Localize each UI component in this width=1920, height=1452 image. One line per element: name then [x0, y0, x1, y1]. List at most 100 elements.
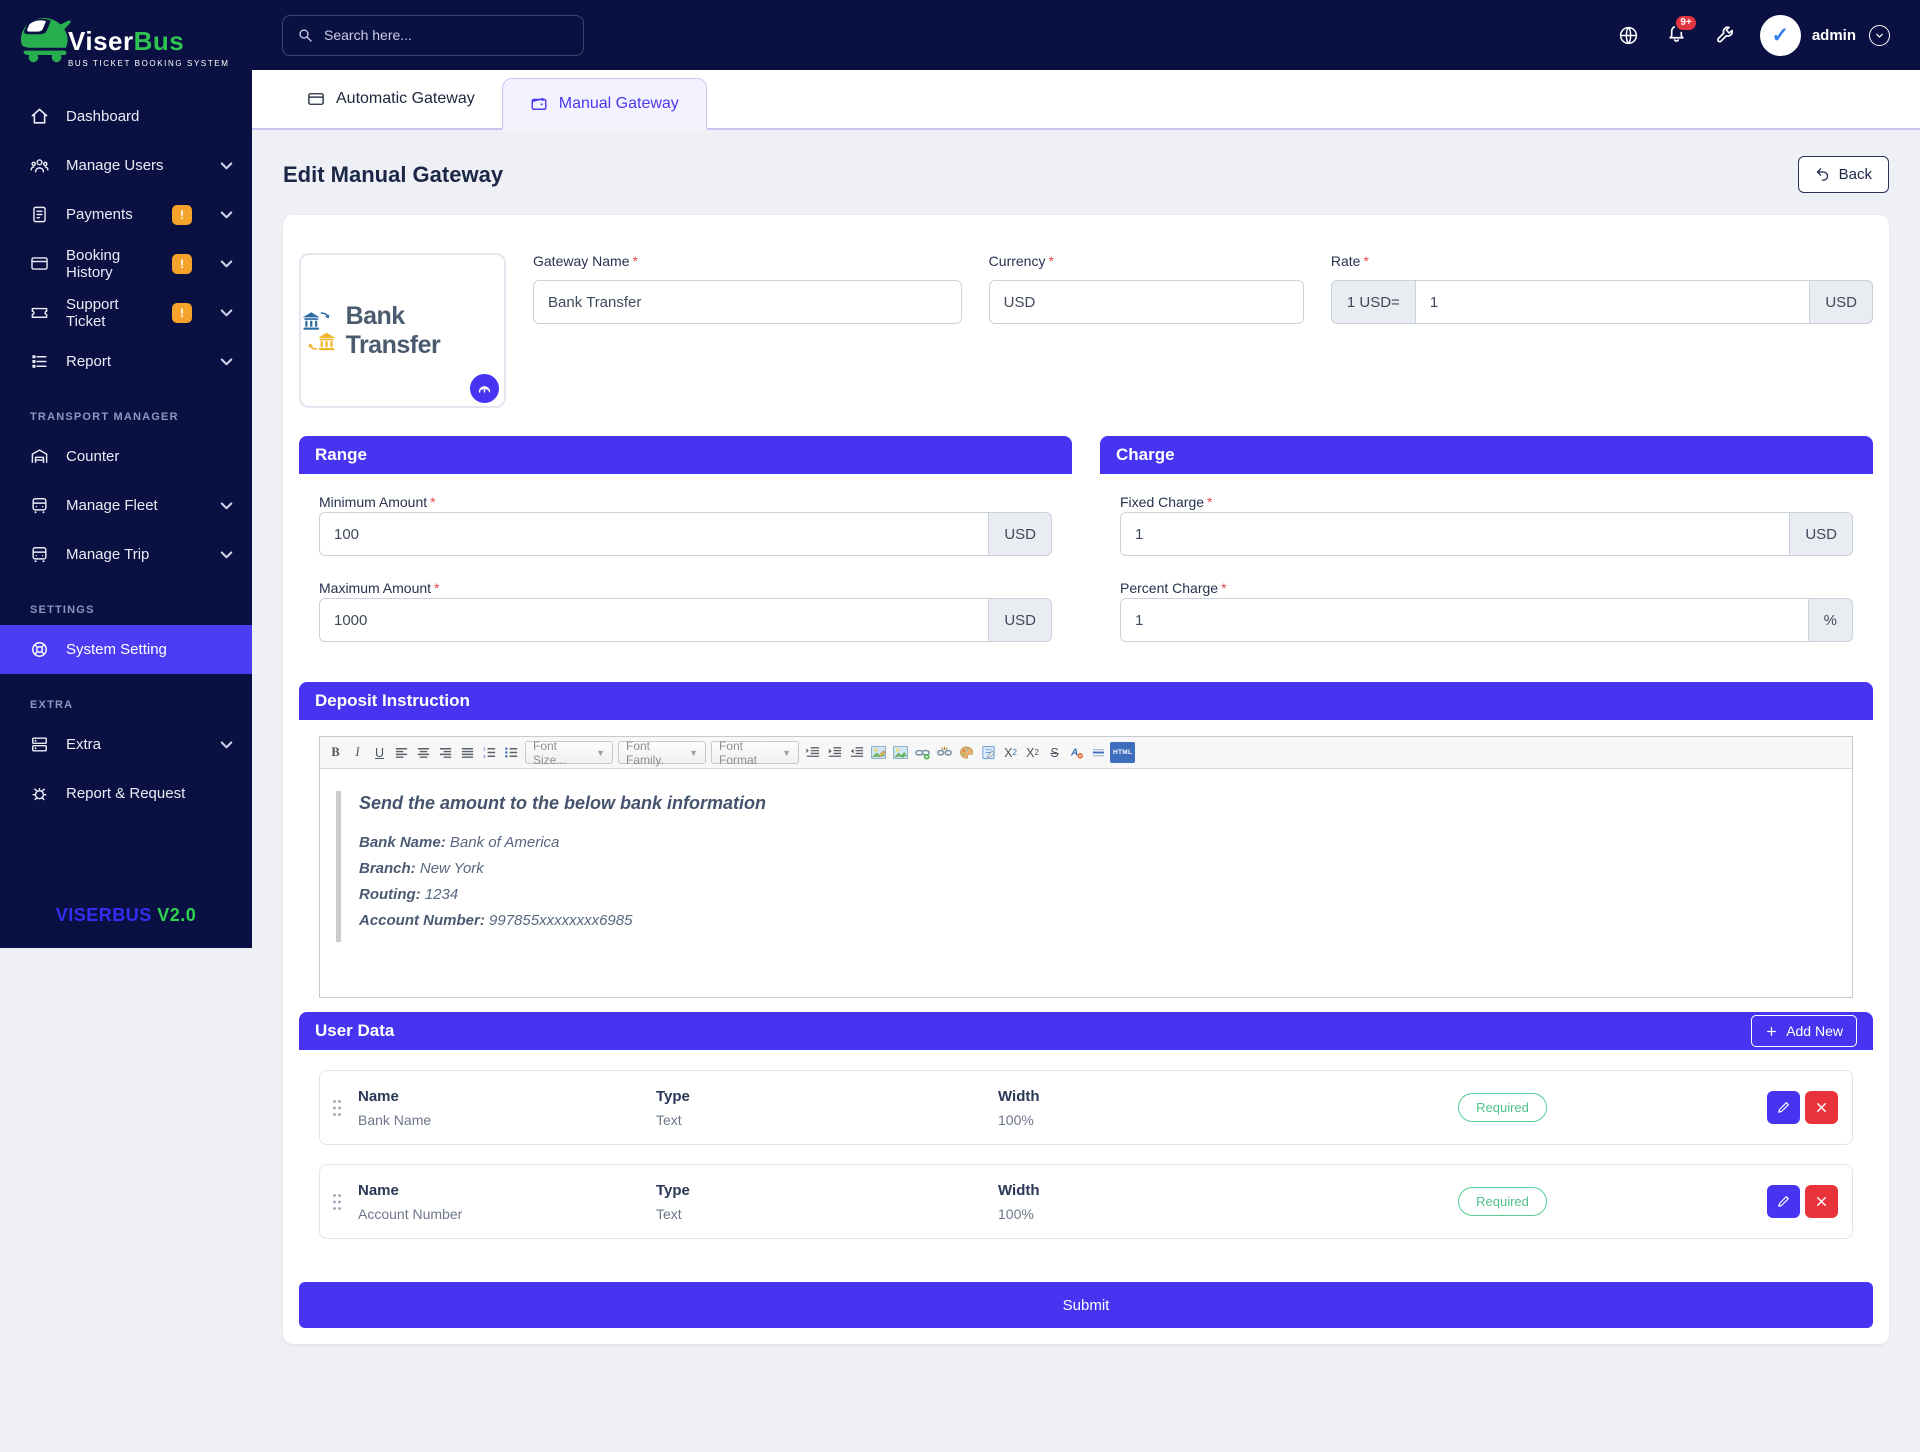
brand-text: ViserBus BUS TICKET BOOKING SYSTEM — [68, 26, 230, 68]
row-badge-wrap: Required — [1238, 1187, 1767, 1216]
sidebar-item-report-request[interactable]: Report & Request — [0, 769, 252, 818]
user-menu-chevron[interactable] — [1869, 24, 1890, 46]
chevron-down-icon — [217, 254, 236, 273]
close-icon — [1814, 1194, 1829, 1209]
rate-input[interactable] — [1414, 280, 1810, 324]
indent-icon[interactable] — [824, 742, 845, 763]
sidebar-item-support-ticket[interactable]: Support Ticket ! — [0, 288, 252, 337]
italic-icon[interactable]: I — [355, 745, 360, 759]
source-edit-icon[interactable] — [978, 742, 999, 763]
delete-row-button[interactable] — [1805, 1185, 1838, 1218]
sidebar-item-booking-history[interactable]: Booking History ! — [0, 239, 252, 288]
sidebar-item-extra[interactable]: Extra — [0, 720, 252, 769]
sidebar-item-label: Manage Fleet — [66, 497, 158, 514]
horizontal-rule-icon[interactable] — [1088, 742, 1109, 763]
maximum-amount-input[interactable] — [319, 598, 989, 642]
tab-label: Manual Gateway — [558, 94, 679, 112]
minimum-amount-input[interactable] — [319, 512, 989, 556]
drag-handle[interactable] — [332, 1193, 342, 1211]
sidebar-nav: Dashboard Manage Users Payments ! Bookin… — [0, 92, 252, 818]
language-globe-icon[interactable] — [1618, 25, 1639, 46]
edit-row-button[interactable] — [1767, 1185, 1800, 1218]
brand-logo[interactable]: ViserBus BUS TICKET BOOKING SYSTEM — [0, 0, 252, 78]
sidebar-item-label: Manage Users — [66, 157, 164, 174]
deposit-instruction-header: Deposit Instruction — [299, 682, 1873, 720]
required-asterisk: * — [434, 580, 440, 596]
row-width-column: Width 100% — [998, 1088, 1238, 1128]
sidebar: ViserBus BUS TICKET BOOKING SYSTEM Dashb… — [0, 0, 252, 948]
sidebar-item-report[interactable]: Report — [0, 337, 252, 386]
underline-icon[interactable]: U — [374, 745, 385, 760]
range-section-header: Range — [299, 436, 1072, 474]
font-family-select[interactable]: Font Family. ▼ — [618, 739, 706, 767]
back-button[interactable]: Back — [1797, 156, 1889, 193]
tab-manual-gateway[interactable]: Manual Gateway — [501, 78, 707, 130]
html-source-icon[interactable]: HTML — [1110, 742, 1136, 763]
link-insert-icon[interactable] — [912, 742, 933, 763]
outdent-icon[interactable] — [846, 742, 867, 763]
add-new-button[interactable]: Add New — [1751, 1015, 1857, 1047]
upload-image-button[interactable] — [467, 371, 502, 406]
search-box — [282, 14, 584, 56]
tab-automatic-gateway[interactable]: Automatic Gateway — [280, 70, 502, 128]
font-format-select[interactable]: Font Format ▼ — [711, 739, 799, 767]
blockquote-icon[interactable] — [802, 742, 823, 763]
sidebar-item-dashboard[interactable]: Dashboard — [0, 92, 252, 141]
user-data-row: Name Bank Name Type Text Width 100% — [319, 1070, 1853, 1145]
bold-icon[interactable]: B — [331, 745, 340, 759]
drag-handle[interactable] — [332, 1099, 342, 1117]
editor-content[interactable]: Send the amount to the below bank inform… — [320, 769, 1852, 997]
gateway-name-input[interactable] — [533, 280, 962, 324]
strikethrough-icon[interactable]: S — [1050, 745, 1059, 760]
sidebar-item-manage-users[interactable]: Manage Users — [0, 141, 252, 190]
alert-badge: ! — [172, 253, 192, 274]
user-data-section: User Data Add New Name Bank Name — [299, 1012, 1873, 1260]
row-name-column: Name Bank Name — [358, 1088, 656, 1128]
sidebar-item-label: Manage Trip — [66, 546, 150, 563]
delete-row-button[interactable] — [1805, 1091, 1838, 1124]
gateway-fields: Gateway Name* Currency* Ra — [533, 253, 1874, 408]
charge-section-header: Charge — [1100, 436, 1873, 474]
row-name-value: Account Number — [358, 1205, 463, 1222]
settings-wrench-icon[interactable] — [1714, 25, 1735, 46]
topbar-icons: 9+ ✓ admin — [1618, 14, 1890, 54]
sidebar-item-manage-fleet[interactable]: Manage Fleet — [0, 481, 252, 530]
required-asterisk: * — [430, 494, 436, 510]
notifications-button[interactable]: 9+ — [1666, 14, 1698, 48]
rate-suffix-addon: USD — [1809, 280, 1874, 324]
sidebar-item-manage-trip[interactable]: Manage Trip — [0, 530, 252, 579]
percent-charge-input[interactable] — [1120, 598, 1808, 642]
sidebar-item-payments[interactable]: Payments ! — [0, 190, 252, 239]
notification-count-badge: 9+ — [1674, 14, 1698, 32]
column-header-name: Name — [358, 1181, 399, 1199]
sidebar-item-counter[interactable]: Counter — [0, 432, 252, 481]
image-insert-icon[interactable] — [890, 742, 911, 763]
palette-icon[interactable] — [956, 742, 977, 763]
align-right-icon[interactable] — [435, 742, 456, 763]
fixed-charge-input[interactable] — [1120, 512, 1790, 556]
submit-button[interactable]: Submit — [299, 1282, 1873, 1328]
link-remove-icon[interactable] — [934, 742, 955, 763]
align-left-icon[interactable] — [391, 742, 412, 763]
sidebar-item-label: Support Ticket — [66, 295, 119, 330]
chevron-down-icon — [1874, 30, 1885, 41]
username-label[interactable]: admin — [1811, 26, 1856, 44]
gateway-image-box: Bank Transfer — [299, 253, 506, 408]
search-input[interactable] — [324, 27, 569, 43]
font-color-icon[interactable]: A — [1066, 742, 1087, 763]
align-justify-icon[interactable] — [457, 742, 478, 763]
topbar: 9+ ✓ admin — [252, 0, 1920, 70]
currency-input[interactable] — [988, 280, 1304, 324]
image-edit-icon[interactable] — [868, 742, 889, 763]
avatar[interactable]: ✓ — [1761, 16, 1799, 54]
align-center-icon[interactable] — [413, 742, 434, 763]
sidebar-item-system-setting[interactable]: System Setting — [0, 625, 252, 674]
maximum-amount-field: Maximum Amount* USD — [319, 580, 1052, 642]
sidebar-footer-version: VISERBUS V2.0 — [55, 905, 197, 925]
font-size-select[interactable]: Font Size... ▼ — [525, 739, 613, 767]
edit-row-button[interactable] — [1767, 1091, 1800, 1124]
unordered-list-icon[interactable] — [501, 742, 522, 763]
